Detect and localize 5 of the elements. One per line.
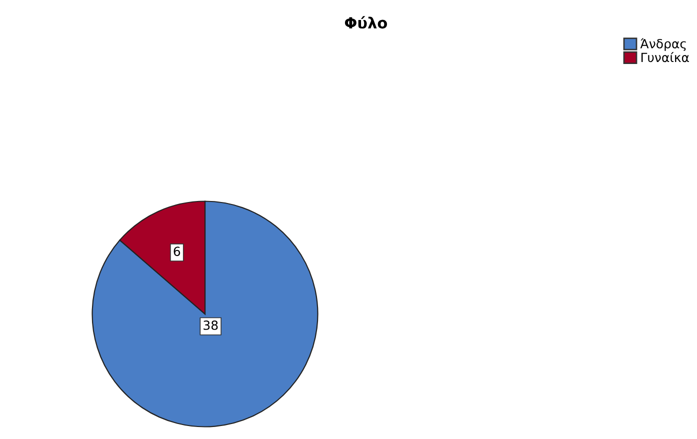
legend-label: Γυναίκα bbox=[641, 52, 689, 62]
data-label: 6 bbox=[174, 246, 180, 256]
legend-label: Άνδρας bbox=[640, 38, 686, 51]
data-label: 38 bbox=[204, 320, 218, 330]
chart-title: Φύλο bbox=[344, 16, 387, 29]
